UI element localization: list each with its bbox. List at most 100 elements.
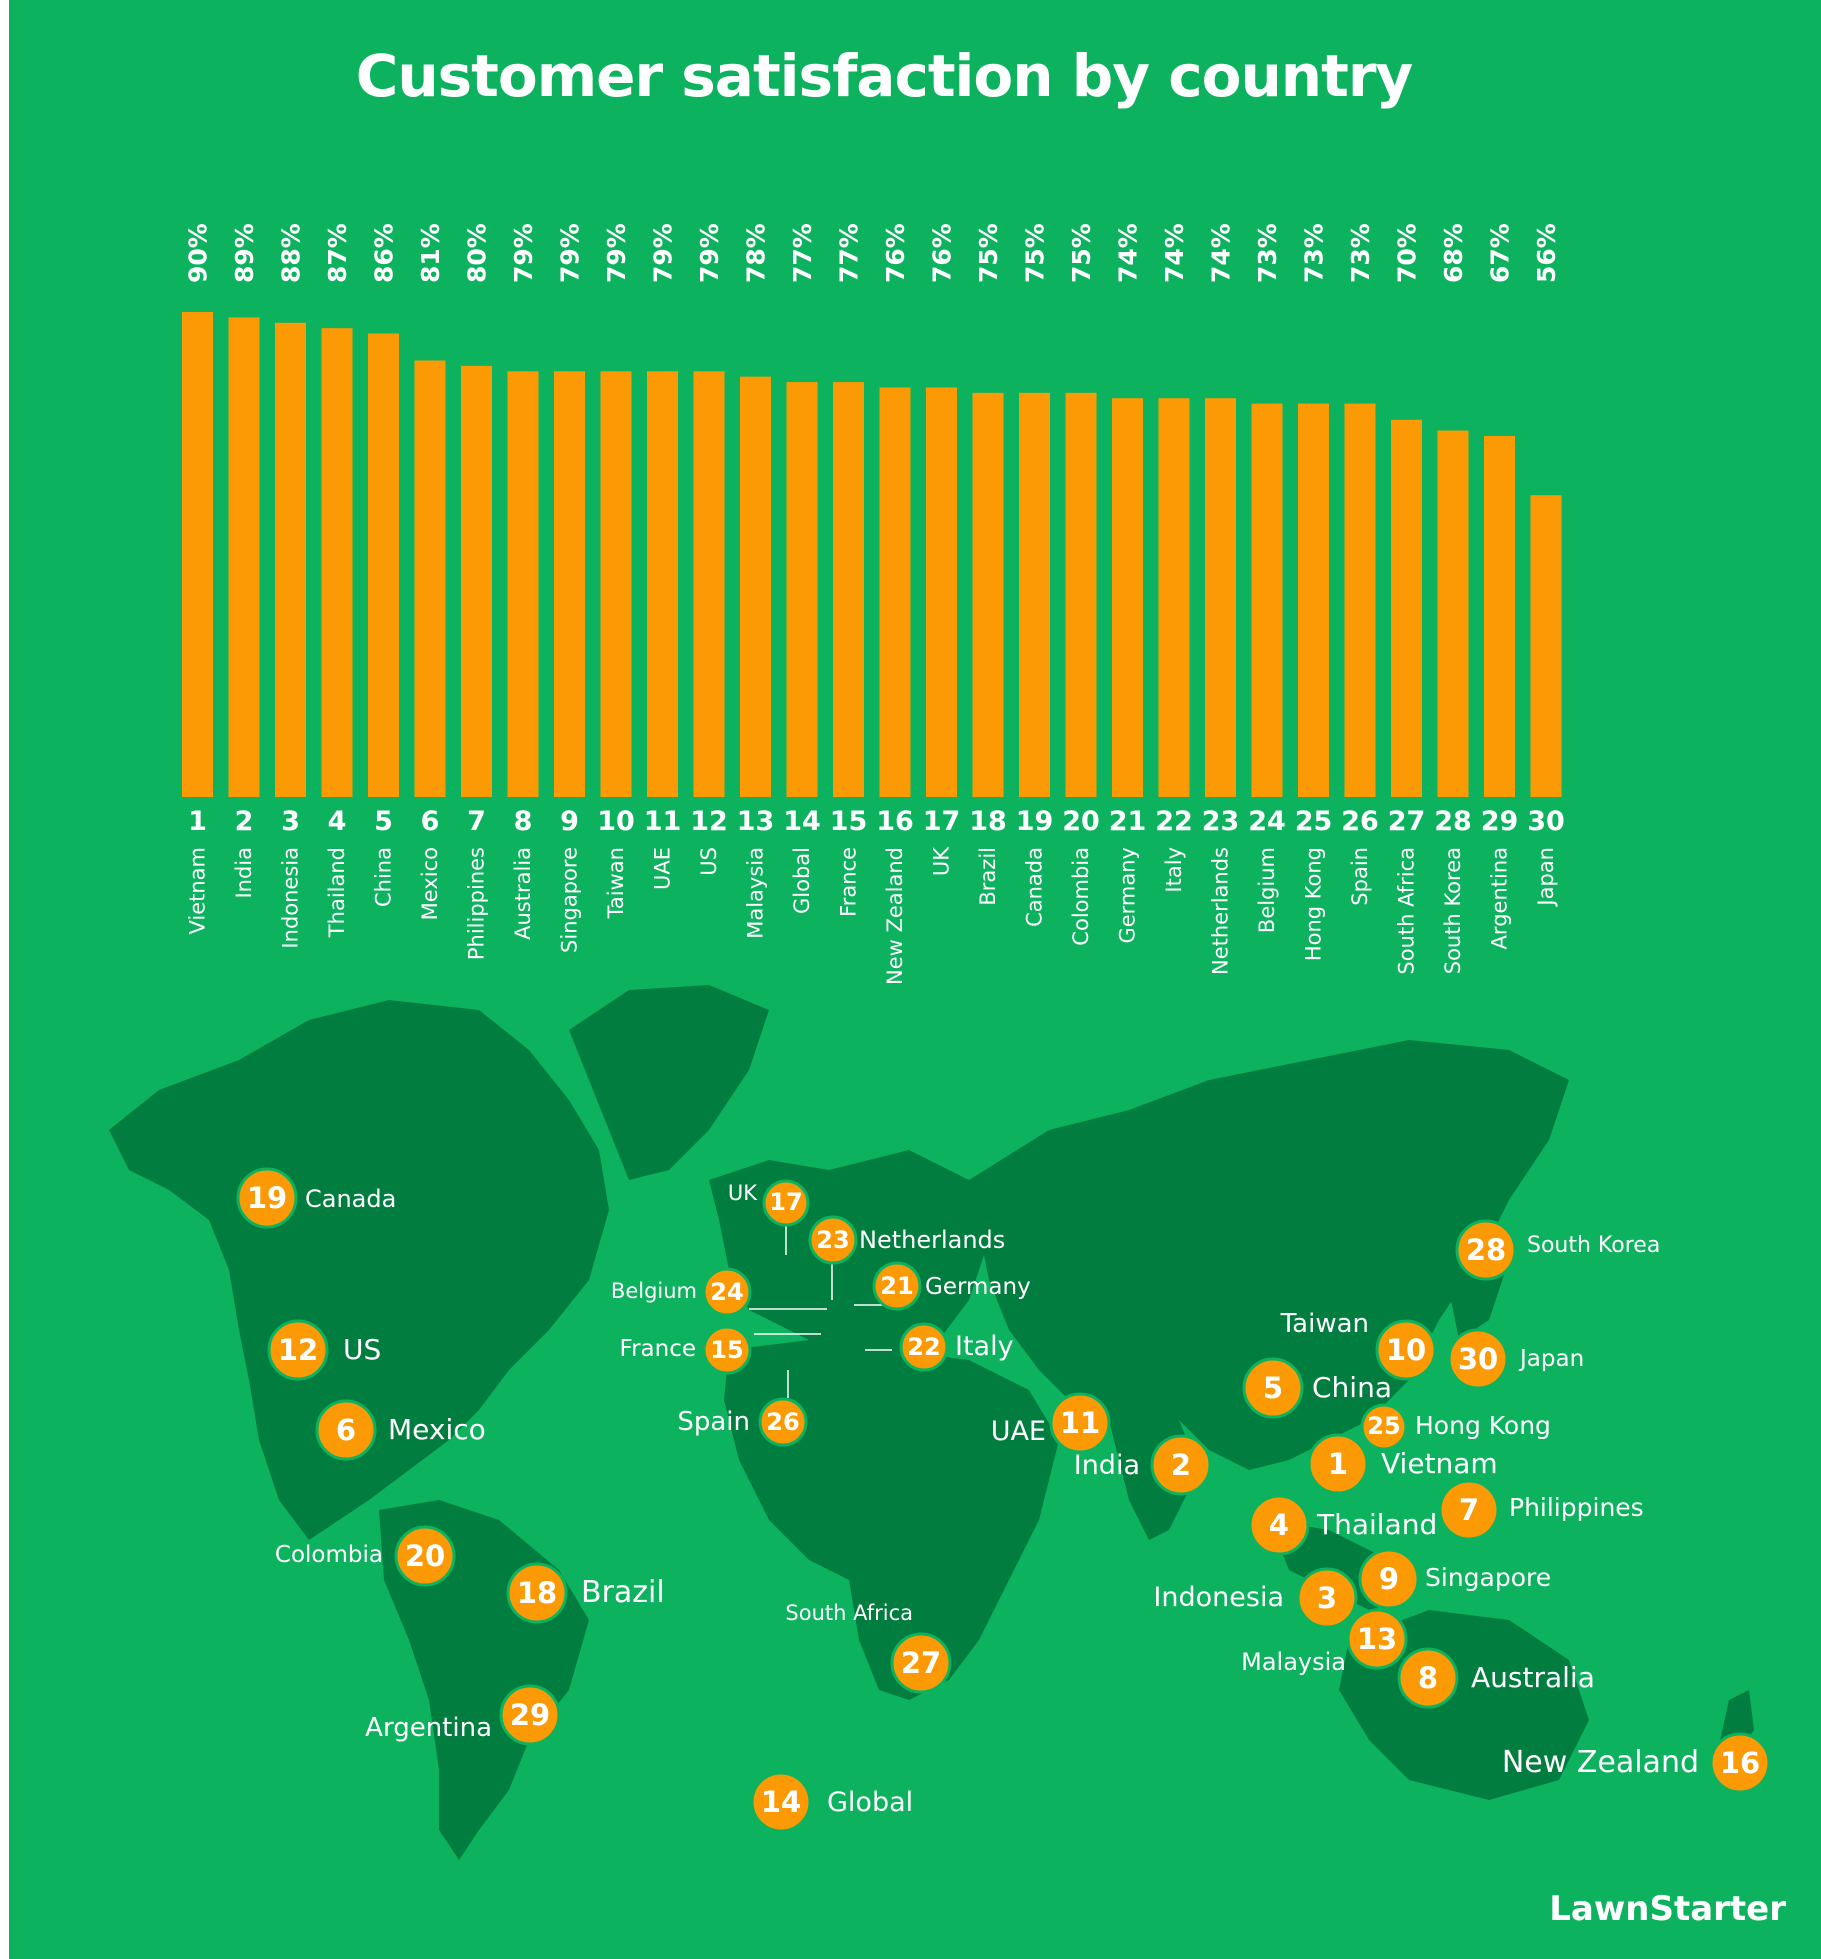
category-label: Colombia bbox=[1069, 847, 1093, 946]
category-label: Italy bbox=[1162, 847, 1186, 893]
category-label: China bbox=[372, 847, 396, 907]
marker-circle bbox=[1438, 1479, 1500, 1541]
map-marker-malaysia: 13 Malaysia bbox=[1241, 1608, 1408, 1676]
marker-label: China bbox=[1312, 1371, 1392, 1404]
rank-label: 5 bbox=[374, 806, 393, 837]
marker-label: France bbox=[620, 1336, 696, 1362]
bar-australia bbox=[507, 371, 539, 797]
marker-circle bbox=[1150, 1434, 1212, 1496]
bar-new-zealand bbox=[879, 387, 911, 797]
map-marker-italy: 22 Italy bbox=[899, 1322, 1014, 1372]
brand-logo: LawnStarter bbox=[1549, 1889, 1786, 1929]
category-label: Germany bbox=[1116, 847, 1140, 944]
category-label: UK bbox=[930, 846, 954, 876]
marker-label: Mexico bbox=[388, 1413, 486, 1446]
category-label: Hong Kong bbox=[1302, 847, 1326, 961]
map-marker-canada: 19 Canada bbox=[236, 1167, 396, 1229]
marker-circle bbox=[1358, 1548, 1420, 1610]
map-marker-singapore: 9 Singapore bbox=[1358, 1548, 1551, 1610]
bar-spain bbox=[1344, 403, 1376, 797]
category-label: Brazil bbox=[976, 847, 1000, 906]
marker-circle bbox=[506, 1562, 568, 1624]
marker-label: UK bbox=[728, 1181, 758, 1205]
marker-rank: 22 bbox=[907, 1333, 940, 1361]
rank-label: 6 bbox=[421, 806, 440, 837]
bar-south-korea bbox=[1437, 430, 1469, 797]
marker-circle bbox=[762, 1179, 810, 1227]
marker-circle bbox=[315, 1399, 377, 1461]
category-label: India bbox=[232, 847, 256, 899]
marker-circle bbox=[1375, 1319, 1437, 1381]
marker-label: South Africa bbox=[785, 1601, 913, 1625]
bar-value-label: 56% bbox=[1532, 223, 1561, 283]
map-marker-uae: 11 UAE bbox=[991, 1392, 1111, 1454]
map-marker-us: 12 US bbox=[267, 1319, 381, 1381]
bar-belgium bbox=[1251, 403, 1283, 797]
marker-label: South Korea bbox=[1527, 1233, 1660, 1258]
marker-rank: 2 bbox=[1171, 1448, 1191, 1482]
rank-label: 19 bbox=[1016, 806, 1054, 837]
category-label: Taiwan bbox=[604, 847, 628, 919]
bar-chart: 90% 89% 88% 87% 86% 81% 80% 79% 79% 79% 79% 79% 78% 7… bbox=[182, 223, 1565, 985]
bar-brazil bbox=[972, 392, 1004, 797]
bar-vietnam bbox=[182, 312, 213, 797]
rank-label: 26 bbox=[1341, 806, 1379, 837]
bar-philippines bbox=[461, 365, 492, 797]
bar-mexico bbox=[414, 360, 446, 797]
marker-label: Australia bbox=[1471, 1661, 1595, 1694]
map-marker-spain: 26 Spain bbox=[677, 1397, 808, 1447]
marker-rank: 14 bbox=[761, 1785, 801, 1819]
marker-circle bbox=[1296, 1567, 1358, 1629]
marker-rank: 1 bbox=[1328, 1447, 1348, 1481]
marker-label: India bbox=[1074, 1450, 1140, 1481]
bar-value-label: 70% bbox=[1393, 223, 1422, 283]
marker-circle bbox=[758, 1397, 808, 1447]
marker-label: Belgium bbox=[611, 1279, 697, 1303]
rank-label: 23 bbox=[1202, 806, 1240, 837]
marker-rank: 17 bbox=[769, 1188, 802, 1216]
map-marker-new-zealand: 16 New Zealand bbox=[1502, 1732, 1771, 1794]
rank-label: 3 bbox=[281, 806, 300, 837]
marker-label: Singapore bbox=[1425, 1563, 1551, 1592]
bar-global bbox=[786, 382, 818, 797]
marker-label: Global bbox=[827, 1787, 913, 1818]
marker-label: Canada bbox=[305, 1185, 396, 1213]
category-label: Indonesia bbox=[279, 847, 303, 949]
rank-label: 18 bbox=[969, 806, 1007, 837]
rank-label: 28 bbox=[1434, 806, 1472, 837]
map-marker-brazil: 18 Brazil bbox=[506, 1562, 665, 1624]
bar-value-label: 77% bbox=[788, 223, 817, 283]
map-marker-global: 14 Global bbox=[750, 1771, 913, 1833]
map-marker-uk: 17 UK bbox=[728, 1179, 810, 1227]
marker-label: Argentina bbox=[365, 1713, 492, 1743]
map-marker-germany: 21 Germany bbox=[872, 1261, 1031, 1311]
bar-value-label: 75% bbox=[1021, 223, 1050, 283]
marker-label: New Zealand bbox=[1502, 1745, 1699, 1780]
category-label: Belgium bbox=[1255, 847, 1279, 933]
map-marker-philippines: 7 Philippines bbox=[1438, 1479, 1644, 1541]
map-marker-indonesia: 3 Indonesia bbox=[1153, 1567, 1358, 1629]
marker-label: Thailand bbox=[1316, 1508, 1437, 1541]
marker-circle bbox=[702, 1325, 752, 1375]
bar-value-label: 76% bbox=[928, 223, 957, 283]
rank-label: 24 bbox=[1248, 806, 1286, 837]
bar-value-label: 79% bbox=[602, 223, 631, 283]
rank-label: 4 bbox=[328, 806, 347, 837]
category-label: Japan bbox=[1534, 847, 1558, 908]
bar-value-label: 74% bbox=[1160, 223, 1189, 283]
rank-label: 9 bbox=[560, 806, 579, 837]
marker-rank: 9 bbox=[1379, 1562, 1399, 1596]
marker-rank: 12 bbox=[278, 1333, 318, 1367]
category-label: Canada bbox=[1023, 847, 1047, 927]
marker-rank: 16 bbox=[1720, 1746, 1760, 1780]
map-marker-belgium: 24 Belgium bbox=[611, 1267, 752, 1317]
category-label: Australia bbox=[511, 847, 535, 940]
map-marker-south-africa: 27 South Africa bbox=[785, 1601, 952, 1694]
bar-italy bbox=[1158, 398, 1190, 797]
bar-value-label: 73% bbox=[1346, 223, 1375, 283]
bar-south-africa bbox=[1391, 419, 1422, 797]
bar-value-label: 79% bbox=[509, 223, 538, 283]
map-marker-netherlands: 23 Netherlands bbox=[808, 1215, 1005, 1265]
bar-malaysia bbox=[740, 376, 771, 797]
rank-label: 14 bbox=[783, 806, 821, 837]
